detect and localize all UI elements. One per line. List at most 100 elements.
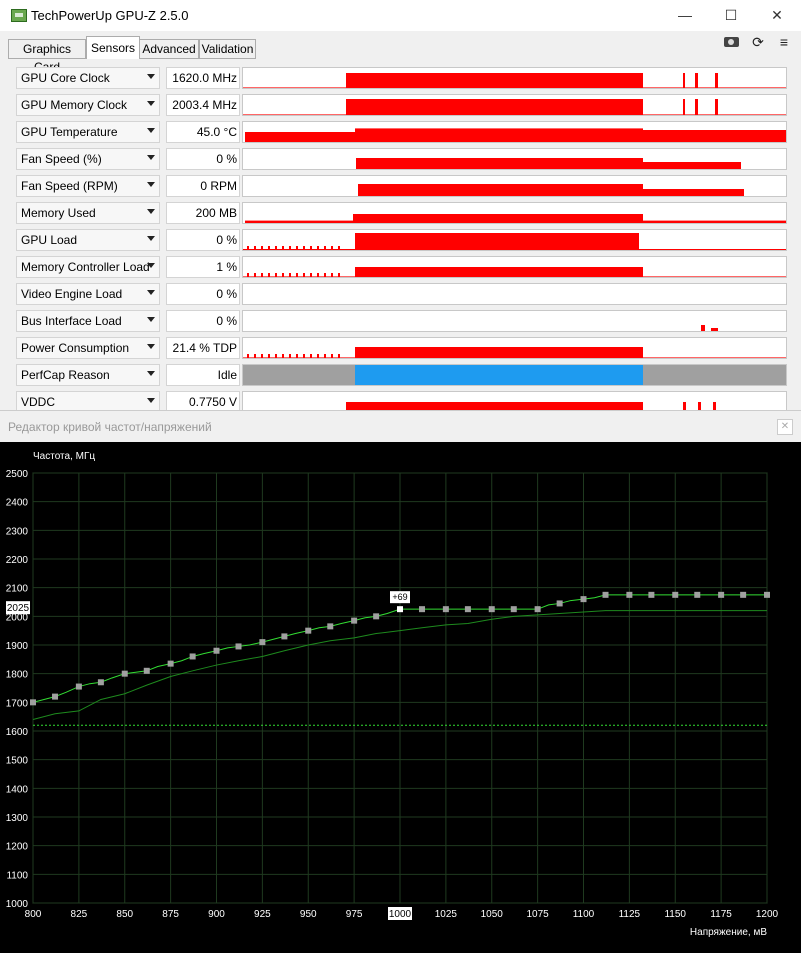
graph-spike (303, 354, 305, 358)
graph-segment (245, 220, 353, 223)
minimize-button[interactable]: — (678, 7, 692, 23)
graph-spike (261, 273, 263, 277)
dropdown-arrow-icon[interactable] (147, 398, 155, 403)
sensor-dropdown[interactable]: Video Engine Load (16, 283, 160, 305)
graph-spike (261, 246, 263, 250)
graph-spike (303, 273, 305, 277)
sensor-graph[interactable] (242, 67, 787, 89)
tab-validation[interactable]: Validation (199, 39, 256, 59)
sensor-value: 2003.4 MHz (166, 94, 240, 116)
x-tick-label: 1200 (756, 909, 779, 920)
sensor-dropdown[interactable]: PerfCap Reason (16, 364, 160, 386)
y-value-label-box (6, 601, 30, 615)
tab-graphics-card[interactable]: Graphics Card (8, 39, 86, 74)
graph-spike (324, 273, 326, 277)
curve-point (305, 627, 312, 634)
sensor-graph[interactable] (242, 229, 787, 251)
graph-spike (310, 246, 312, 250)
sensor-dropdown[interactable]: Bus Interface Load (16, 310, 160, 332)
x-tick-label: 900 (208, 909, 225, 920)
curve-point (419, 606, 426, 613)
curve-point (764, 591, 770, 598)
dropdown-arrow-icon[interactable] (147, 209, 155, 214)
curve-editor-titlebar: Редактор кривой частот/напряжений ✕ (0, 410, 801, 443)
sensor-dropdown[interactable]: VDDC (16, 391, 160, 410)
sensor-dropdown[interactable]: Memory Used (16, 202, 160, 224)
curve-point (672, 591, 679, 598)
dropdown-arrow-icon[interactable] (147, 236, 155, 241)
sensor-graph[interactable] (242, 148, 787, 170)
curve-point (52, 693, 59, 700)
tab-advanced[interactable]: Advanced (139, 39, 199, 59)
curve-point (534, 606, 541, 613)
y-tick-label: 1700 (6, 698, 29, 709)
graph-segment (355, 233, 639, 250)
dropdown-arrow-icon[interactable] (147, 155, 155, 160)
refresh-icon[interactable]: ⟳ (752, 34, 764, 50)
curve-point (602, 591, 609, 598)
sensor-graph[interactable] (242, 310, 787, 332)
sensor-dropdown[interactable]: Fan Speed (RPM) (16, 175, 160, 197)
sensor-graph[interactable] (242, 202, 787, 224)
x-tick-label: 1000 (389, 909, 412, 920)
sensor-label: GPU Temperature (21, 125, 118, 139)
gpuz-window: TechPowerUp GPU-Z 2.5.0 — ☐ ✕ Graphics C… (0, 0, 801, 410)
graph-spike (247, 273, 249, 277)
sensor-dropdown[interactable]: GPU Memory Clock (16, 94, 160, 116)
graph-spike (296, 354, 298, 358)
menu-icon[interactable]: ≡ (779, 34, 789, 50)
sensor-dropdown[interactable]: GPU Core Clock (16, 67, 160, 89)
vf-curve-chart[interactable]: 1000 1100 1200 1300 1400 1500 1600 1700 1800 1900… (0, 442, 801, 948)
curve-point (143, 667, 150, 674)
gpuz-app-icon (11, 9, 27, 22)
maximize-button[interactable]: ☐ (724, 7, 738, 23)
x-axis-title: Напряжение, мВ (690, 927, 767, 938)
sensor-graph[interactable] (242, 337, 787, 359)
graph-segment (715, 99, 718, 115)
sensor-graph[interactable] (242, 391, 787, 410)
dropdown-arrow-icon[interactable] (147, 101, 155, 106)
sensor-graph[interactable] (242, 283, 787, 305)
sensor-graph[interactable] (242, 364, 787, 386)
dropdown-arrow-icon[interactable] (147, 263, 155, 268)
dropdown-arrow-icon[interactable] (147, 182, 155, 187)
sensor-graph[interactable] (242, 175, 787, 197)
graph-segment (346, 73, 643, 88)
sensor-value: 21.4 % TDP (166, 337, 240, 359)
sensor-value: 200 MB (166, 202, 240, 224)
close-button[interactable]: ✕ (771, 7, 783, 23)
sensor-dropdown[interactable]: Power Consumption (16, 337, 160, 359)
curve-editor-close-button[interactable]: ✕ (777, 419, 793, 435)
x-tick-label: 1100 (573, 909, 595, 920)
sensor-dropdown[interactable]: Fan Speed (%) (16, 148, 160, 170)
dropdown-arrow-icon[interactable] (147, 128, 155, 133)
y-tick-label: 1900 (6, 641, 29, 652)
tab-sensors[interactable]: Sensors (86, 36, 140, 59)
camera-icon[interactable] (724, 37, 739, 47)
sensor-dropdown[interactable]: GPU Load (16, 229, 160, 251)
x-tick-label: 925 (254, 909, 271, 920)
perfcap-active-segment (355, 365, 643, 385)
dropdown-arrow-icon[interactable] (147, 74, 155, 79)
curve-editor-plot[interactable]: 1000 1100 1200 1300 1400 1500 1600 1700 1800 1900… (0, 442, 801, 948)
sensor-label: GPU Core Clock (21, 71, 110, 85)
sensor-dropdown[interactable]: GPU Temperature (16, 121, 160, 143)
dropdown-arrow-icon[interactable] (147, 317, 155, 322)
x-tick-label: 825 (71, 909, 88, 920)
curve-point (648, 591, 655, 598)
y-tick-label: 2300 (6, 526, 29, 537)
graph-segment (643, 189, 744, 196)
dropdown-arrow-icon[interactable] (147, 290, 155, 295)
dropdown-arrow-icon[interactable] (147, 371, 155, 376)
sensor-graph[interactable] (242, 256, 787, 278)
dropdown-arrow-icon[interactable] (147, 344, 155, 349)
sensor-graph[interactable] (242, 94, 787, 116)
graph-spike (310, 354, 312, 358)
graph-spike (324, 246, 326, 250)
sensor-graph[interactable] (242, 121, 787, 143)
x-tick-label: 1075 (527, 909, 550, 920)
sensor-dropdown[interactable]: Memory Controller Load (16, 256, 160, 278)
graph-spike (338, 246, 340, 250)
graph-segment (698, 402, 701, 410)
x-tick-label: 875 (162, 909, 179, 920)
